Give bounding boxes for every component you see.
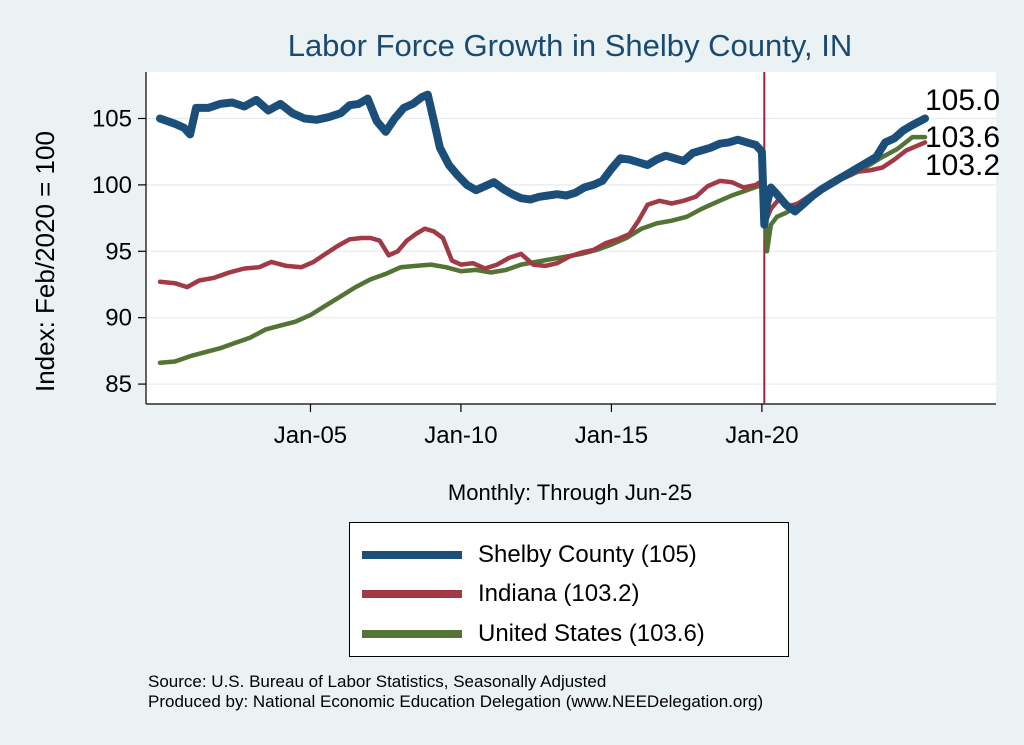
end-label-shelby: 105.0: [925, 84, 1000, 117]
y-tick-label-85: 85: [105, 371, 132, 398]
source-note: Source: U.S. Bureau of Labor Statistics,…: [148, 672, 763, 712]
x-tick-label-Jan-15: Jan-15: [575, 422, 648, 449]
legend-item-indiana: Indiana (103.2): [362, 574, 639, 614]
x-tick-label-Jan-20: Jan-20: [725, 422, 798, 449]
legend-label-united-states: United States (103.6): [478, 620, 705, 647]
legend: Shelby County (105) Indiana (103.2) Unit…: [349, 522, 789, 657]
y-tick-label-105: 105: [92, 105, 132, 132]
chart-title: Labor Force Growth in Shelby County, IN: [287, 28, 853, 63]
producer-line: Produced by: National Economic Education…: [148, 692, 764, 711]
legend-swatch-indiana: [362, 590, 462, 598]
y-axis-label: Index: Feb/2020 = 100: [30, 131, 60, 392]
grid-lines: [146, 117, 996, 385]
axes: 85 90 95 100 105 Jan-05 Jan-10 Jan-15 Jan-20: [92, 72, 996, 449]
legend-swatch-united-states: [362, 630, 462, 638]
legend-label-shelby: Shelby County (105): [478, 541, 697, 568]
series-line-shelby: [156, 90, 929, 229]
end-label-united-states: 103.6: [925, 121, 1000, 154]
end-label-indiana: 103.2: [925, 149, 1000, 182]
legend-label-indiana: Indiana (103.2): [478, 580, 640, 607]
source-line: Source: U.S. Bureau of Labor Statistics,…: [148, 672, 607, 691]
y-tick-label-100: 100: [92, 172, 132, 199]
x-tick-label-Jan-05: Jan-05: [274, 422, 347, 449]
x-axis-label: Monthly: Through Jun-25: [447, 480, 693, 505]
legend-item-shelby: Shelby County (105): [362, 535, 697, 575]
x-tick-label-Jan-10: Jan-10: [424, 422, 497, 449]
series-layer: [156, 72, 929, 404]
plot-area: [146, 72, 996, 404]
legend-item-united-states: United States (103.6): [362, 614, 705, 654]
legend-swatch-shelby: [362, 551, 462, 559]
y-tick-label-90: 90: [105, 305, 132, 332]
y-tick-label-95: 95: [105, 238, 132, 265]
